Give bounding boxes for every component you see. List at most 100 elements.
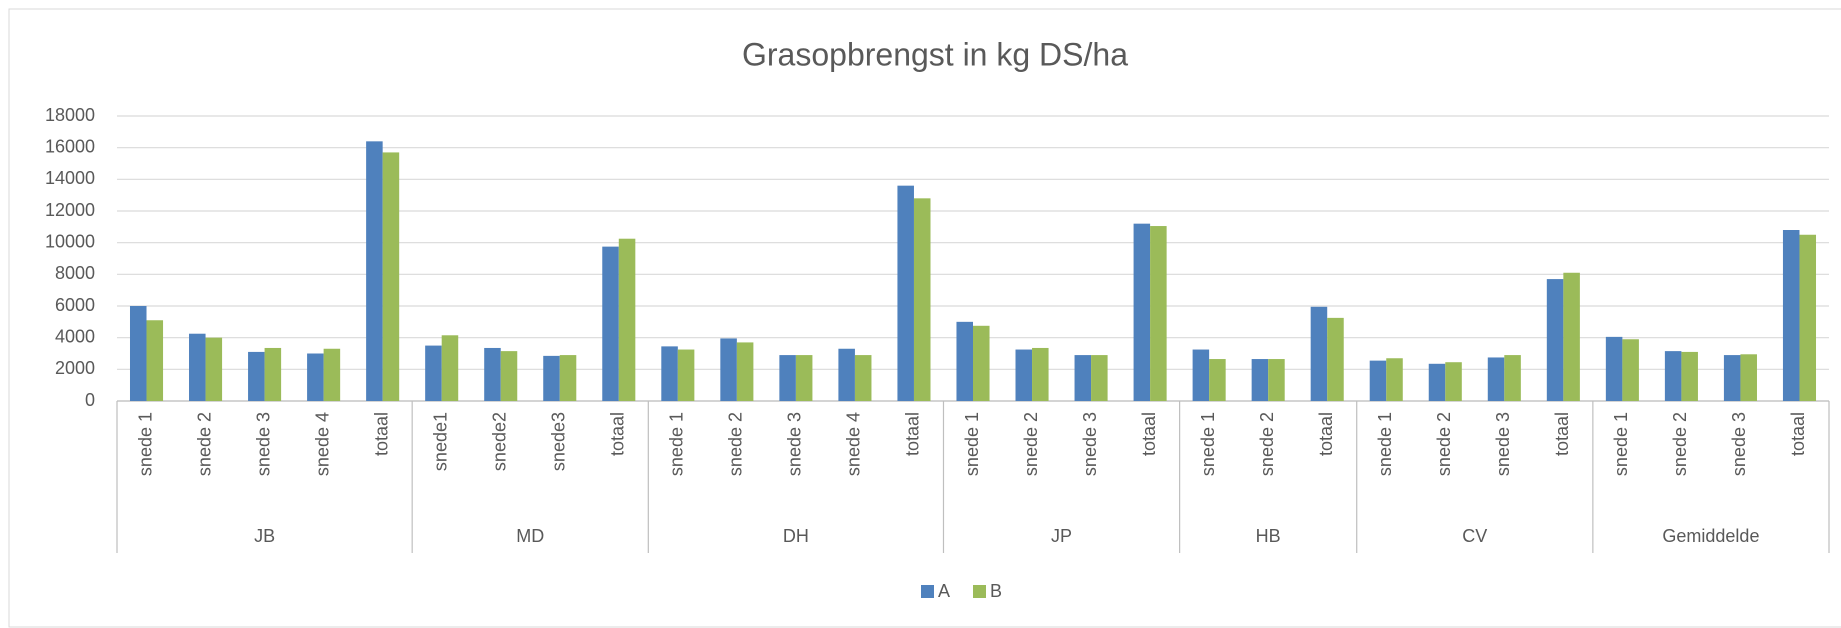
- x-tick-label: snede 2: [1670, 412, 1690, 476]
- x-tick-label: snede 2: [1434, 412, 1454, 476]
- bar: [1032, 347, 1049, 401]
- y-tick-label: 18000: [45, 105, 95, 125]
- x-tick-label: snede1: [430, 412, 450, 471]
- bar: [1563, 272, 1580, 401]
- bar: [1428, 363, 1446, 401]
- bar: [1605, 336, 1623, 401]
- x-tick-label: totaal: [371, 412, 391, 456]
- bar: [618, 238, 636, 401]
- bar: [1386, 358, 1403, 401]
- x-tick-label: snede 3: [1493, 412, 1513, 476]
- y-tick-label: 0: [85, 390, 95, 410]
- group-label: HB: [1256, 526, 1281, 546]
- x-tick-label: snede 1: [1198, 412, 1218, 476]
- bar: [1209, 359, 1226, 401]
- bar: [543, 355, 560, 401]
- y-tick-label: 12000: [45, 200, 95, 220]
- x-tick-label: totaal: [903, 412, 923, 456]
- bar: [559, 355, 577, 401]
- legend-label: B: [990, 581, 1002, 601]
- x-tick-label: snede 1: [135, 412, 155, 476]
- legend-label: A: [938, 581, 950, 601]
- x-tick-label: snede 3: [253, 412, 273, 476]
- group-label: Gemiddelde: [1662, 526, 1759, 546]
- bar: [323, 348, 341, 401]
- bar: [1504, 355, 1521, 401]
- bar: [1192, 349, 1210, 401]
- y-tick-label: 16000: [45, 136, 95, 156]
- bar: [1369, 360, 1387, 401]
- y-tick-label: 6000: [55, 295, 95, 315]
- bar: [1150, 226, 1167, 401]
- bar: [677, 349, 695, 401]
- bar: [1546, 279, 1564, 401]
- x-tick-label: snede 3: [1080, 412, 1100, 476]
- bar: [1015, 349, 1033, 401]
- x-tick-label: totaal: [1552, 412, 1572, 456]
- bar: [956, 321, 973, 401]
- group-label: MD: [516, 526, 544, 546]
- bar: [366, 141, 383, 402]
- bar: [1740, 354, 1757, 401]
- y-tick-label: 4000: [55, 326, 95, 346]
- x-tick-label: totaal: [1788, 412, 1808, 456]
- bar: [1681, 351, 1698, 401]
- bar: [146, 320, 164, 401]
- bar: [602, 246, 619, 401]
- bar: [425, 345, 442, 401]
- bar: [382, 152, 400, 401]
- bar: [307, 353, 324, 401]
- bar: [1487, 357, 1505, 401]
- bar: [913, 198, 931, 401]
- bar: [1133, 223, 1151, 401]
- bar: [854, 355, 872, 401]
- bar: [838, 348, 855, 401]
- bar: [973, 325, 990, 401]
- x-tick-label: snede 1: [962, 412, 982, 476]
- bar: [500, 351, 518, 401]
- bar: [1782, 230, 1800, 401]
- bar: [189, 333, 206, 401]
- x-tick-label: snede 1: [1375, 412, 1395, 476]
- bar: [1310, 306, 1328, 401]
- x-tick-label: snede 2: [1021, 412, 1041, 476]
- legend-swatch: [973, 585, 986, 598]
- bar: [1622, 339, 1639, 401]
- x-tick-label: snede 1: [1611, 412, 1631, 476]
- bar: [129, 306, 147, 401]
- bar: [264, 347, 282, 401]
- group-label: JP: [1051, 526, 1072, 546]
- x-tick-label: totaal: [1316, 412, 1336, 456]
- bar: [720, 338, 737, 401]
- bar: [441, 335, 459, 401]
- bar: [795, 355, 813, 401]
- x-tick-label: snede 3: [785, 412, 805, 476]
- y-tick-label: 10000: [45, 231, 95, 251]
- group-label: DH: [783, 526, 809, 546]
- bar: [1723, 355, 1741, 401]
- bar: [897, 185, 914, 401]
- bar: [661, 346, 678, 401]
- x-tick-label: snede 2: [194, 412, 214, 476]
- bar: [205, 337, 223, 401]
- x-tick-label: snede 4: [312, 412, 332, 476]
- chart-title: Grasopbrengst in kg DS/ha: [742, 36, 1128, 72]
- bar: [1268, 359, 1285, 401]
- bar: [1445, 362, 1462, 401]
- x-tick-label: totaal: [608, 412, 628, 456]
- bar: [779, 355, 796, 401]
- x-tick-label: snede3: [549, 412, 569, 471]
- bar: [1074, 355, 1092, 401]
- x-tick-label: snede 3: [1729, 412, 1749, 476]
- bar: [248, 351, 265, 401]
- bar: [1091, 355, 1108, 401]
- bar: [484, 347, 501, 401]
- x-tick-label: snede 4: [844, 412, 864, 476]
- x-tick-label: snede2: [489, 412, 509, 471]
- bar: [736, 342, 754, 401]
- legend-swatch: [921, 585, 934, 598]
- x-tick-label: snede 2: [1257, 412, 1277, 476]
- y-tick-label: 2000: [55, 358, 95, 378]
- bar: [1251, 359, 1269, 401]
